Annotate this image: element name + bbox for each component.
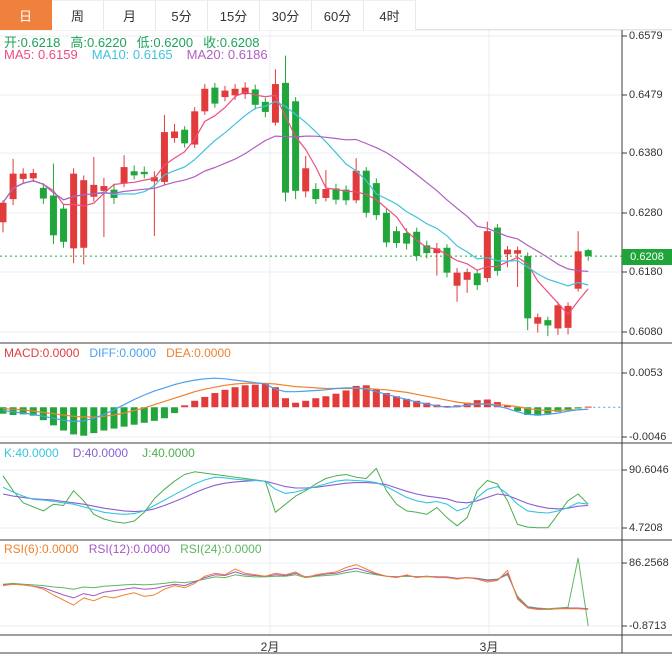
tab-period-4[interactable]: 15分 — [208, 0, 260, 30]
tab-period-1[interactable]: 周 — [52, 0, 104, 30]
y-axis-tick-label: 0.6180 — [629, 266, 663, 278]
tab-period-6[interactable]: 60分 — [312, 0, 364, 30]
tab-period-2[interactable]: 月 — [104, 0, 156, 30]
tab-period-3[interactable]: 5分 — [156, 0, 208, 30]
current-price-badge: 0.6208 — [622, 249, 672, 265]
y-axis-tick-label: 0.6080 — [629, 326, 663, 338]
tab-period-0[interactable]: 日 — [0, 0, 52, 30]
y-axis-tick-label: -0.0046 — [629, 431, 667, 443]
x-axis-month-label: 3月 — [479, 640, 499, 654]
tab-period-7[interactable]: 4时 — [364, 0, 416, 30]
y-axis-tick-label: 0.6380 — [629, 147, 663, 159]
y-axis-tick-label: 0.6479 — [629, 89, 663, 101]
x-axis-month-label: 2月 — [260, 640, 280, 654]
y-axis-tick-label: 90.6046 — [629, 464, 669, 476]
y-axis-tick-label: -0.8713 — [629, 620, 667, 632]
period-tabbar: 日周月 5分 15分 30分 60分 4时 — [0, 0, 672, 30]
y-axis-tick-label: 4.7208 — [629, 522, 663, 534]
y-axis-tick-label: 0.6280 — [629, 207, 663, 219]
y-axis-tick-label: 0.6579 — [629, 30, 663, 42]
y-axis-tick-label: 0.0053 — [629, 367, 663, 379]
y-axis-tick-label: 86.2568 — [629, 557, 669, 569]
tab-period-5[interactable]: 30分 — [260, 0, 312, 30]
